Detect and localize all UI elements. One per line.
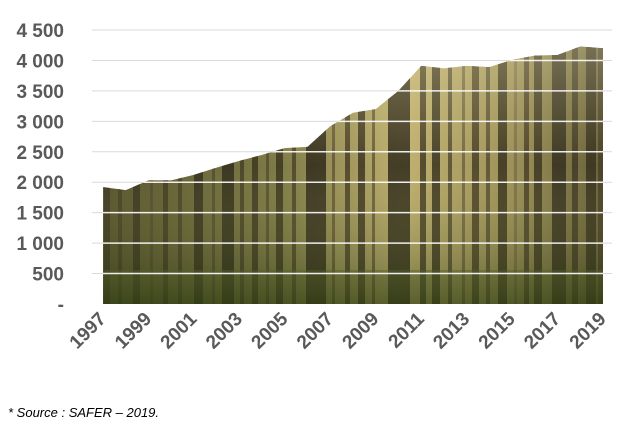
x-tick-label: 2019 bbox=[566, 309, 611, 354]
y-tick-label: 1 000 bbox=[16, 234, 64, 255]
y-tick-label: 1 500 bbox=[16, 204, 64, 225]
y-tick-label: 2 500 bbox=[16, 143, 64, 164]
y-tick-label: 500 bbox=[32, 265, 64, 286]
x-tick-label: 2005 bbox=[248, 308, 293, 353]
y-tick-label: 3 000 bbox=[16, 112, 64, 133]
y-tick-label: 4 500 bbox=[16, 21, 64, 42]
x-tick-label: 2013 bbox=[429, 309, 474, 354]
x-tick-label: 2017 bbox=[520, 309, 565, 354]
x-tick-label: 2009 bbox=[339, 309, 384, 354]
x-tick-label: 2015 bbox=[475, 308, 520, 353]
x-tick-label: 2011 bbox=[385, 308, 429, 352]
y-tick-label: 2 000 bbox=[16, 173, 64, 194]
y-tick-label: 4 000 bbox=[16, 51, 64, 72]
x-tick-label: 2001 bbox=[157, 308, 202, 353]
x-tick-label: 2003 bbox=[202, 309, 247, 354]
x-axis-ticks: 1997 1999 2001 2003 2005 2007 2009 2011 2013 2015… bbox=[66, 308, 611, 353]
y-axis-ticks: - 500 1 000 1 500 2 000 2 500 3 000 3 500 4 000 4… bbox=[16, 21, 64, 316]
area-fill bbox=[103, 46, 603, 304]
x-tick-label: 1997 bbox=[66, 309, 111, 354]
x-tick-label: 2007 bbox=[293, 309, 338, 354]
x-tick-label: 1999 bbox=[111, 309, 156, 354]
y-tick-label: 3 500 bbox=[16, 82, 64, 103]
y-tick-label: - bbox=[58, 295, 64, 316]
source-footnote: * Source : SAFER – 2019. bbox=[8, 405, 160, 420]
